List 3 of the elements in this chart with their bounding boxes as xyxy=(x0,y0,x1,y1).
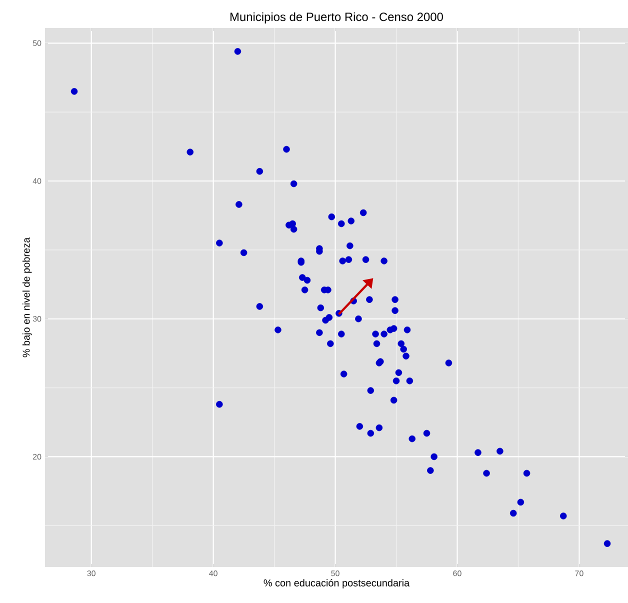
chart-title: Municipios de Puerto Rico - Censo 2000 xyxy=(230,12,443,24)
y-axis-title: % bajo en nivel de pobreza xyxy=(22,237,32,358)
x-axis-title: % con educación postsecundaria xyxy=(264,579,410,588)
